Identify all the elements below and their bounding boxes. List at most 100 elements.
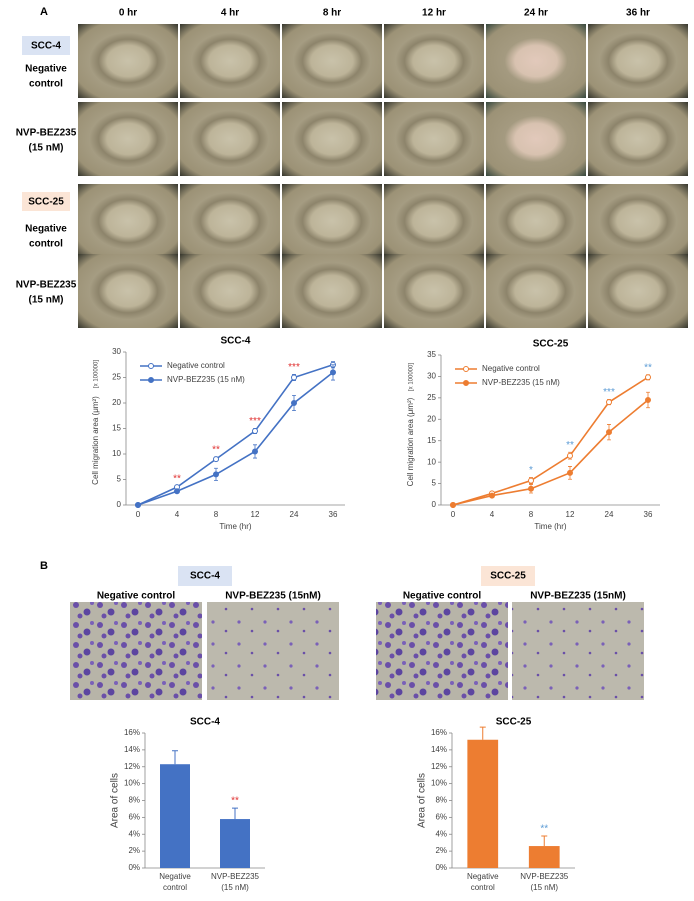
time-header: 8 hr [323,8,341,19]
microscopy-image [78,102,178,176]
microscopy-image [282,102,382,176]
x-axis-label: Time (hr) [219,522,251,531]
image-header: Negative control [403,591,482,602]
y-tick-label: 12% [431,762,447,771]
microscopy-image [384,184,484,258]
x-tick-label: 8 [214,510,219,519]
group-label-box [481,566,535,586]
legend-marker [148,363,154,369]
data-point [213,471,219,478]
series-line [452,399,649,506]
x-tick-label: Negative [467,872,499,881]
time-header: 0 hr [119,8,137,19]
series-line [137,371,334,506]
microscopy-image [207,602,339,700]
x-tick-label: 4 [175,510,180,519]
x-tick-label: 0 [451,510,456,519]
data-point [645,397,651,403]
data-point [450,502,456,508]
microscopy-image [180,184,280,258]
microscopy-image [282,184,382,258]
microscopy-image [180,254,280,328]
image-header: Negative control [97,591,176,602]
panel-label: A [40,6,48,18]
y-tick-label: 35 [427,350,436,359]
x-tick-label: (15 nM) [221,883,249,892]
legend-label: Negative control [167,361,225,370]
row-label: (15 nM) [29,143,64,154]
time-header: 12 hr [422,8,446,19]
y-tick-label: 14% [431,745,447,754]
x-tick-label: 0 [136,510,141,519]
group-label: SCC-25 [490,571,526,582]
series-line [452,376,649,506]
x-tick-label: control [163,883,187,892]
data-point [135,502,141,508]
microscopy-image [512,602,644,700]
data-point [252,448,258,455]
microscopy-image [588,102,688,176]
x-axis-label: Time (hr) [534,522,566,531]
y-tick-label: 10 [112,449,121,458]
group-label: SCC-25 [28,197,64,208]
microscopy-image [486,24,586,98]
time-header: 4 hr [221,8,239,19]
y-tick-label: 20 [427,414,436,423]
y-tick-label: 14% [124,745,140,754]
data-point [528,485,534,492]
y-tick-label: 25 [112,373,121,382]
error-bar [232,807,238,820]
x-tick-label: NVP-BEZ235 [520,872,569,881]
significance-mark: ** [231,796,239,807]
y-tick-label: 2% [128,846,140,855]
group-label: SCC-4 [31,41,61,52]
y-tick-label: 25 [427,393,436,402]
error-bar [541,835,548,847]
chart-title: SCC-25 [496,717,532,728]
y-tick-label: 30 [427,372,436,381]
y-tick-label: 10% [124,779,140,788]
error-bar [172,750,178,765]
microscopy-image [180,102,280,176]
row-label: (15 nM) [29,295,64,306]
significance-mark: ** [644,362,652,373]
data-point [567,469,573,476]
group-label-box [178,566,232,586]
legend-marker [463,380,469,386]
y-tick-label: 16% [431,728,447,737]
image-header: NVP-BEZ235 (15nM) [225,591,321,602]
y-tick-label: 2% [435,846,447,855]
significance-mark: ** [566,440,574,451]
microscopy-image [376,602,508,700]
group-label: SCC-4 [190,571,220,582]
data-point [174,488,180,495]
row-label: Negative [25,64,67,75]
y-tick-label: 8% [128,796,140,805]
microscopy-image [588,24,688,98]
x-tick-label: 4 [490,510,495,519]
bar [220,819,250,868]
group-label-box [22,36,70,55]
data-point [528,477,534,484]
y-axis-unit: [x 100000] [94,360,100,388]
data-point [606,399,612,406]
data-point [489,492,495,499]
y-tick-label: 0% [435,863,447,872]
data-point [213,456,219,463]
bar [528,846,560,868]
legend-label: NVP-BEZ235 (15 nM) [482,378,560,387]
microscopy-image [282,24,382,98]
x-tick-label: 36 [329,510,338,519]
y-tick-label: 20 [112,398,121,407]
microscopy-image [78,254,178,328]
microscopy-image [180,24,280,98]
x-tick-label: 24 [290,510,299,519]
row-label: control [29,79,63,90]
y-tick-label: 6% [435,812,447,821]
row-label: Negative [25,224,67,235]
y-axis-label: Area of cells [417,773,428,828]
data-point [567,452,573,459]
significance-mark: ** [212,445,220,456]
series-line [137,363,334,506]
y-tick-label: 15 [427,436,436,445]
